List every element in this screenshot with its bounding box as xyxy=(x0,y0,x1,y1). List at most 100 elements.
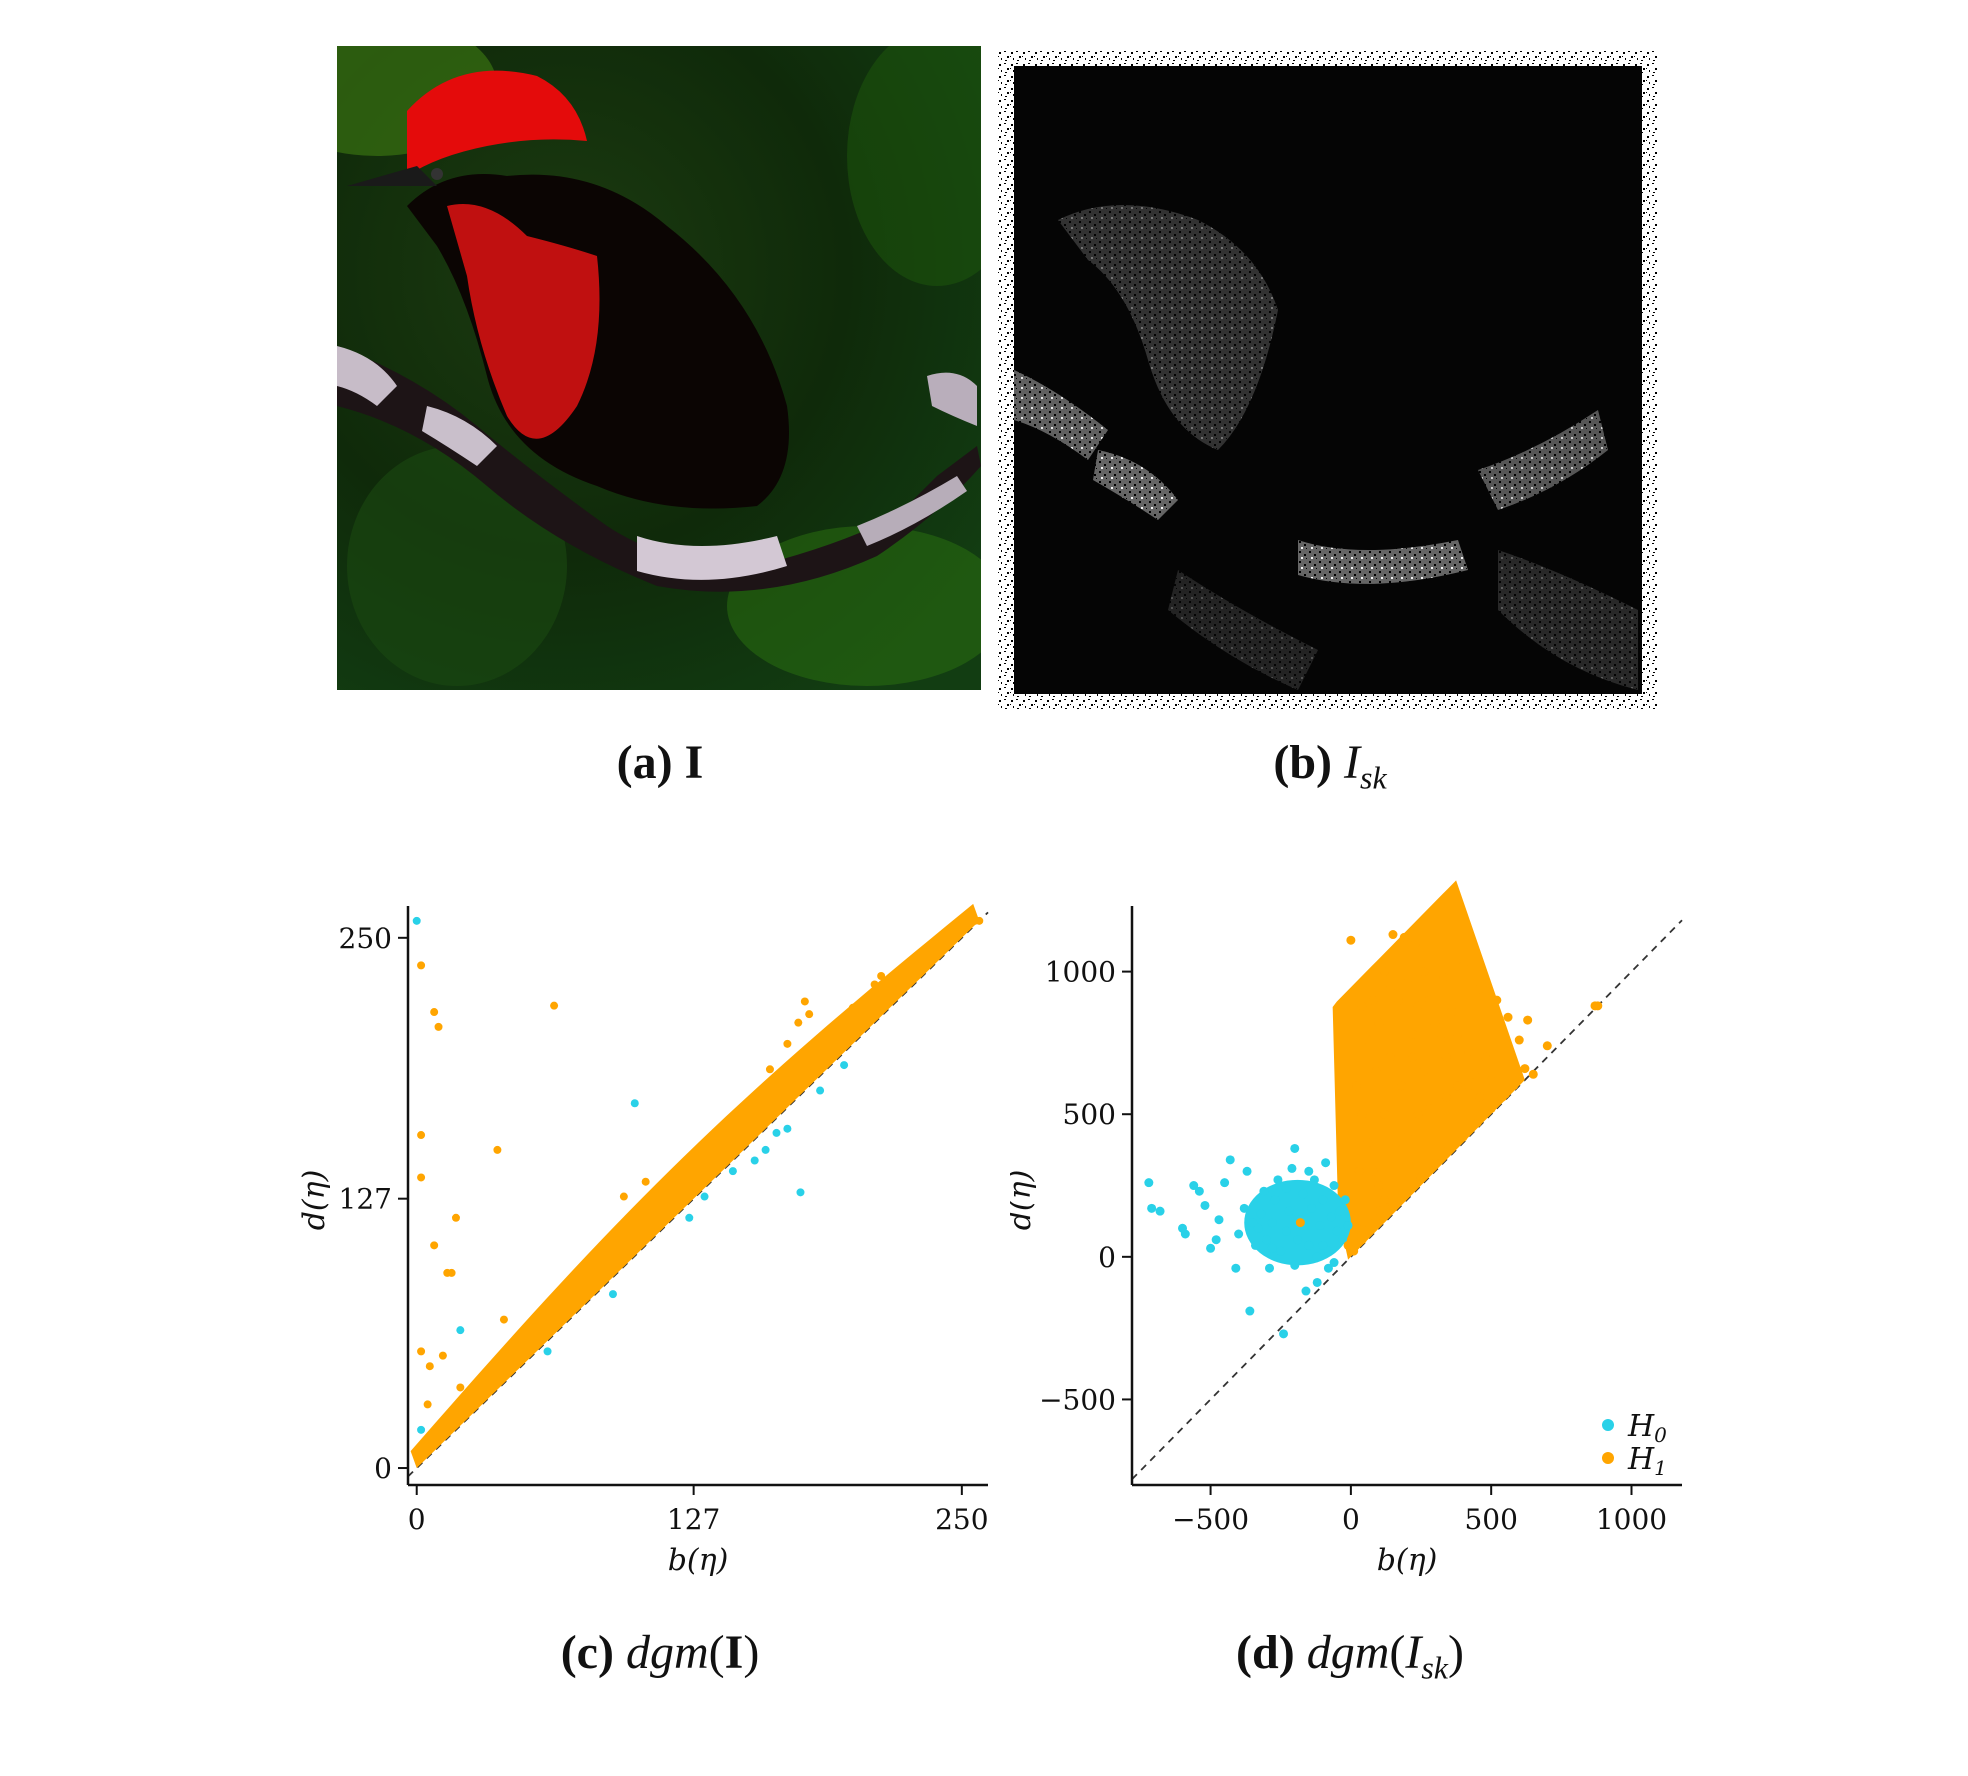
point-H0 xyxy=(1298,1189,1308,1199)
y-tick-label: 250 xyxy=(339,922,392,955)
point-H0 xyxy=(1231,1263,1241,1273)
point-H1 xyxy=(417,1131,426,1140)
point-H0 xyxy=(1304,1166,1314,1176)
point-H1 xyxy=(1436,1035,1446,1045)
point-H1 xyxy=(1413,1109,1423,1119)
point-H1 xyxy=(1388,930,1398,940)
dense-band-region xyxy=(410,903,980,1469)
caption-a: (a) I xyxy=(560,735,760,790)
point-H1 xyxy=(499,1315,508,1324)
caption-a-symbol: I xyxy=(684,736,704,789)
point-H1 xyxy=(1357,1235,1367,1245)
point-H1 xyxy=(438,1351,447,1360)
point-H1 xyxy=(1399,932,1409,942)
point-H1 xyxy=(1385,984,1395,994)
point-H0 xyxy=(700,1192,709,1201)
point-H0 xyxy=(1155,1206,1165,1216)
chart-c-y-ticks: 0 127 250 xyxy=(339,922,408,1485)
point-H0 xyxy=(1267,1243,1277,1253)
point-H0 xyxy=(1315,1220,1325,1230)
point-H1 xyxy=(1469,1069,1479,1079)
point-H0 xyxy=(1329,1181,1339,1191)
point-H0 xyxy=(1250,1240,1260,1250)
legend-H1-marker xyxy=(1602,1452,1614,1464)
point-H1 xyxy=(1444,1143,1454,1153)
point-H0 xyxy=(761,1145,770,1154)
point-H1 xyxy=(1368,1166,1378,1176)
point-H1 xyxy=(1380,1195,1390,1205)
point-H0 xyxy=(1256,1209,1266,1219)
caption-d-func: dgm xyxy=(1306,1626,1390,1679)
point-H0 xyxy=(1318,1240,1328,1250)
point-H1 xyxy=(1441,1092,1451,1102)
x-tick-label: 500 xyxy=(1464,1503,1517,1536)
caption-b-sub: sk xyxy=(1360,759,1387,796)
panel-b-image xyxy=(998,50,1658,710)
legend-H0-label: H0 xyxy=(1627,1409,1667,1447)
point-H0 xyxy=(1253,1223,1263,1233)
point-H1 xyxy=(1500,1089,1510,1099)
point-H1 xyxy=(1458,1132,1468,1142)
point-H1 xyxy=(1402,978,1412,988)
panel-a-image xyxy=(337,46,981,690)
point-H0 xyxy=(417,1425,426,1434)
point-H0 xyxy=(750,1156,759,1165)
caption-c-arg: I xyxy=(724,1626,744,1679)
point-H0 xyxy=(1307,1203,1317,1213)
point-H1 xyxy=(794,1018,803,1027)
point-H1 xyxy=(1438,972,1448,982)
point-H1 xyxy=(1523,1015,1533,1025)
caption-d-label: (d) xyxy=(1236,1626,1295,1679)
point-H1 xyxy=(1416,1172,1426,1182)
point-H1 xyxy=(447,1268,456,1277)
point-H1 xyxy=(1388,1200,1398,1210)
point-H0 xyxy=(1276,1246,1286,1256)
point-H1 xyxy=(1357,1001,1367,1011)
x-tick-label: 250 xyxy=(935,1503,988,1536)
point-H0 xyxy=(1321,1158,1331,1168)
point-H1 xyxy=(430,1241,439,1250)
point-H0 xyxy=(796,1188,805,1197)
point-H0 xyxy=(456,1326,465,1335)
point-H1 xyxy=(877,971,886,980)
point-H0 xyxy=(1323,1263,1333,1273)
point-H1 xyxy=(1430,1018,1440,1028)
x-tick-label: 0 xyxy=(1342,1503,1360,1536)
point-H1 xyxy=(1486,1104,1496,1114)
point-H0 xyxy=(1337,1235,1347,1245)
point-H0 xyxy=(630,1099,639,1108)
point-H0 xyxy=(1326,1212,1336,1222)
chart-c-x-ticks: 0 127 250 xyxy=(408,1485,989,1536)
point-H1 xyxy=(1486,1075,1496,1085)
point-H1 xyxy=(1343,1240,1353,1250)
point-H1 xyxy=(1402,1183,1412,1193)
point-H1 xyxy=(1357,1109,1367,1119)
point-H1 xyxy=(1447,1007,1457,1017)
point-H1 xyxy=(1492,995,1502,1005)
point-H1 xyxy=(1410,938,1420,948)
point-H1 xyxy=(1441,1052,1451,1062)
point-H0 xyxy=(1309,1175,1319,1185)
point-H1 xyxy=(1354,1166,1364,1176)
point-H1 xyxy=(1472,1118,1482,1128)
point-H0 xyxy=(840,1061,849,1070)
point-H1 xyxy=(1528,1069,1538,1079)
y-tick-label: −500 xyxy=(1039,1383,1116,1416)
point-H0 xyxy=(1318,1195,1328,1205)
point-H0 xyxy=(1343,1220,1353,1230)
point-H1 xyxy=(1346,935,1356,945)
point-H1 xyxy=(1374,1181,1384,1191)
point-H0 xyxy=(1189,1181,1199,1191)
point-H1 xyxy=(1391,1138,1401,1148)
point-H1 xyxy=(1402,1132,1412,1142)
point-H0 xyxy=(1270,1195,1280,1205)
point-H1 xyxy=(417,961,426,970)
point-H0 xyxy=(685,1213,694,1222)
point-H0 xyxy=(1200,1200,1210,1210)
point-H0 xyxy=(1287,1163,1297,1173)
point-H1 xyxy=(1380,1109,1390,1119)
point-H0 xyxy=(783,1124,792,1133)
point-H0 xyxy=(543,1347,552,1356)
chart-d-series-H1 xyxy=(1295,930,1603,1256)
point-H0 xyxy=(1267,1218,1277,1228)
